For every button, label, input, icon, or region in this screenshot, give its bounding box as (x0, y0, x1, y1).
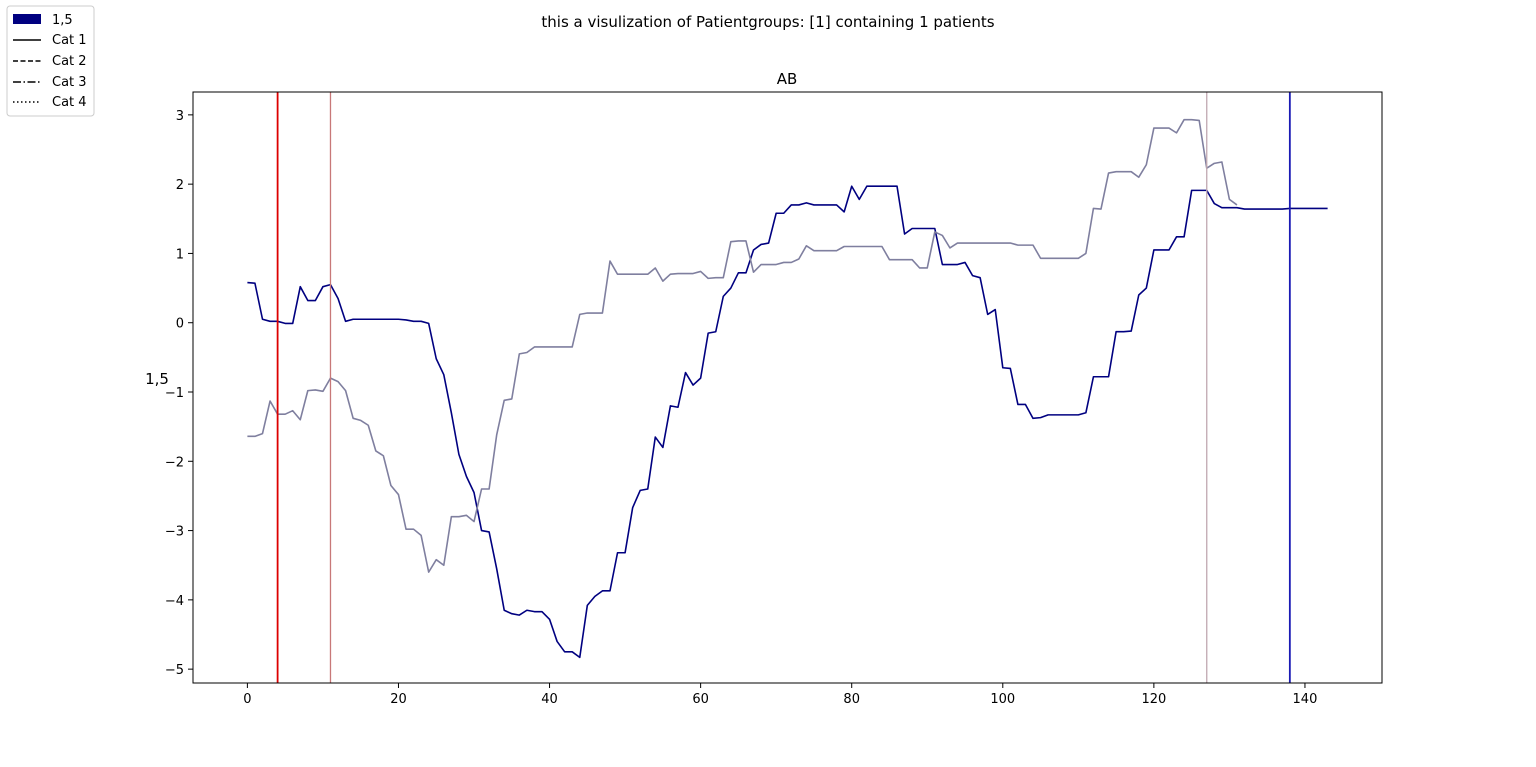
plot-area (247, 92, 1328, 683)
y-tick-label: 1 (176, 247, 184, 262)
y-tick-label: −3 (165, 525, 184, 540)
x-tick-label: 140 (1293, 692, 1318, 707)
y-tick-label: −2 (165, 455, 184, 470)
y-tick-label: 2 (176, 178, 184, 193)
legend-label-cat-3: Cat 3 (52, 75, 87, 90)
x-tick-label: 40 (541, 692, 558, 707)
x-tick-label: 60 (692, 692, 709, 707)
y-tick-label: −1 (165, 386, 184, 401)
series-line-2 (247, 118, 1238, 573)
legend-label-1-5: 1,5 (52, 13, 73, 28)
series-line-1 (247, 185, 1328, 659)
axes-frame (192, 91, 1383, 684)
legend: 1,5 Cat 1 Cat 2 Cat 3 Cat 4 (6, 5, 95, 117)
figure-suptitle: this a visulization of Patientgroups: [1… (541, 13, 994, 31)
legend-patch-1-5 (13, 14, 41, 24)
x-tick-label: 20 (390, 692, 407, 707)
legend-label-cat-1: Cat 1 (52, 33, 87, 48)
legend-frame (6, 5, 95, 117)
legend-label-cat-2: Cat 2 (52, 54, 87, 69)
x-tick-label: 100 (990, 692, 1015, 707)
x-tick-label: 120 (1141, 692, 1166, 707)
y-tick-label: −4 (165, 594, 184, 609)
y-tick-label: −5 (165, 663, 184, 678)
x-tick-label: 0 (243, 692, 251, 707)
x-tick-label: 80 (843, 692, 860, 707)
axis-ticks: 0 20 40 60 80 100 120 140 3 2 1 0 −1 −2 −3 −4 −5 (165, 109, 1318, 707)
y-tick-label: 3 (176, 109, 184, 124)
y-tick-label: 0 (176, 317, 184, 332)
legend-label-cat-4: Cat 4 (52, 95, 87, 110)
y-axis-label: 1,5 (145, 370, 169, 388)
axes-title: AB (777, 70, 798, 88)
